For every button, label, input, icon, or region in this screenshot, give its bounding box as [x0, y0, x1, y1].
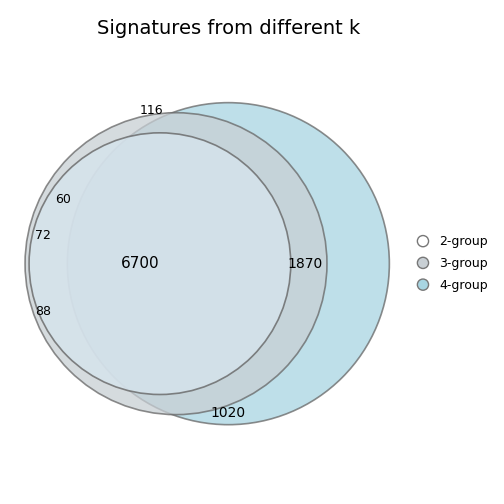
Circle shape	[25, 113, 327, 415]
Text: 72: 72	[35, 229, 51, 242]
Text: 88: 88	[35, 305, 51, 319]
Legend: 2-group, 3-group, 4-group: 2-group, 3-group, 4-group	[412, 230, 493, 297]
Text: 6700: 6700	[120, 256, 159, 271]
Circle shape	[29, 133, 291, 395]
Circle shape	[68, 103, 390, 425]
Text: 60: 60	[55, 193, 71, 206]
Text: 1020: 1020	[211, 406, 246, 420]
Title: Signatures from different k: Signatures from different k	[97, 19, 360, 38]
Text: 116: 116	[140, 104, 164, 117]
Text: 1870: 1870	[287, 257, 323, 271]
